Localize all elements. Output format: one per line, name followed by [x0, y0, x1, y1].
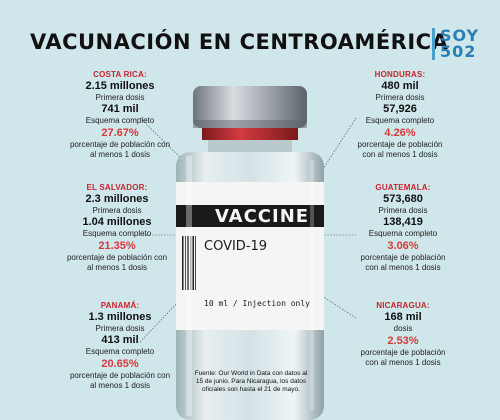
full-scheme-label: Esquema completo — [85, 347, 155, 356]
dose-label: dosis — [393, 324, 413, 333]
country-el-salvador: EL SALVADOR: 2.3 millones Primera dosis … — [52, 183, 182, 273]
country-costa-rica: COSTA RICA: 2.15 millones Primera dosis … — [55, 70, 185, 160]
vial-cap — [193, 86, 307, 128]
coverage-label-line2: al menos 1 dosis — [86, 263, 148, 272]
coverage-percent: 3.06% — [387, 240, 419, 252]
full-scheme-label: Esquema completo — [368, 229, 438, 238]
source-line-3: oficiales son hasta el 21 de mayo. — [202, 386, 300, 393]
country-name: NICARAGUA: — [376, 301, 430, 310]
country-honduras: HONDURAS: 480 mil Primera dosis 57,926 E… — [335, 70, 465, 160]
first-dose-value: 573,680 — [383, 193, 423, 205]
coverage-label-line2: con al menos 1 dosis — [362, 150, 438, 159]
country-guatemala: GUATEMALA: 573,680 Primera dosis 138,419… — [338, 183, 468, 273]
first-dose-value: 1.3 millones — [88, 311, 152, 323]
coverage-label-line1: porcentaje de población — [360, 253, 446, 262]
vial-dose-text: 10 ml / Injection only — [204, 299, 310, 308]
coverage-label-line2: con al menos 1 dosis — [365, 358, 441, 367]
full-scheme-label: Esquema completo — [365, 116, 435, 125]
first-dose-value: 2.3 millones — [85, 193, 149, 205]
coverage-percent: 4.26% — [384, 127, 416, 139]
vial-product: COVID-19 — [204, 239, 267, 254]
full-scheme-value: 57,926 — [383, 103, 417, 115]
coverage-label-line1: porcentaje de población con — [69, 371, 171, 380]
coverage-label-line1: porcentaje de población — [357, 140, 443, 149]
coverage-label-line1: porcentaje de población con — [66, 253, 168, 262]
page-title: VACUNACIÓN EN CENTROAMÉRICA — [30, 30, 449, 54]
brand-line-1: SOY — [440, 26, 480, 45]
country-name: EL SALVADOR: — [86, 183, 148, 192]
first-dose-label: Primera dosis — [378, 206, 428, 215]
coverage-label-line1: porcentaje de población con — [69, 140, 171, 149]
coverage-label-line2: al menos 1 dosis — [89, 381, 151, 390]
vial-label-title: VACCINE — [215, 206, 309, 227]
full-scheme-value: 138,419 — [383, 216, 423, 228]
first-dose-value: 2.15 millones — [85, 80, 155, 92]
country-panama: PANAMÁ: 1.3 millones Primera dosis 413 m… — [55, 301, 185, 391]
first-dose-label: Primera dosis — [375, 93, 425, 102]
source-line-1: Fuente: Our World in Data con datos al — [194, 370, 308, 377]
country-name: COSTA RICA: — [93, 70, 147, 79]
first-dose-label: Primera dosis — [92, 206, 142, 215]
first-dose-label: Primera dosis — [95, 93, 145, 102]
coverage-percent: 2.53% — [387, 335, 419, 347]
brand-logo: SOY 502 — [432, 26, 482, 62]
coverage-percent: 27.67% — [101, 127, 139, 139]
vaccine-vial: VACCINE COVID-19 10 ml / Injection only — [176, 86, 324, 420]
full-scheme-label: Esquema completo — [85, 116, 155, 125]
country-name: GUATEMALA: — [375, 183, 431, 192]
dose-value: 168 mil — [384, 311, 422, 323]
coverage-label-line1: porcentaje de población — [360, 348, 446, 357]
brand-bar — [432, 28, 435, 60]
full-scheme-value: 413 mil — [101, 334, 139, 346]
full-scheme-label: Esquema completo — [82, 229, 152, 238]
source-note: Fuente: Our World in Data con datos al 1… — [182, 370, 320, 394]
full-scheme-value: 1.04 millones — [82, 216, 152, 228]
country-name: PANAMÁ: — [100, 301, 140, 310]
first-dose-value: 480 mil — [381, 80, 419, 92]
coverage-label-line2: al menos 1 dosis — [89, 150, 151, 159]
full-scheme-value: 741 mil — [101, 103, 139, 115]
coverage-label-line2: con al menos 1 dosis — [365, 263, 441, 272]
country-name: HONDURAS: — [374, 70, 426, 79]
vial-seal — [202, 128, 298, 140]
coverage-percent: 20.65% — [101, 358, 139, 370]
source-line-2: 15 de junio. Para Nicaragua, los datos — [195, 378, 307, 385]
brand-line-2: 502 — [440, 42, 477, 61]
coverage-percent: 21.35% — [98, 240, 136, 252]
country-nicaragua: NICARAGUA: 168 mil dosis 2.53% porcentaj… — [338, 301, 468, 368]
first-dose-label: Primera dosis — [95, 324, 145, 333]
